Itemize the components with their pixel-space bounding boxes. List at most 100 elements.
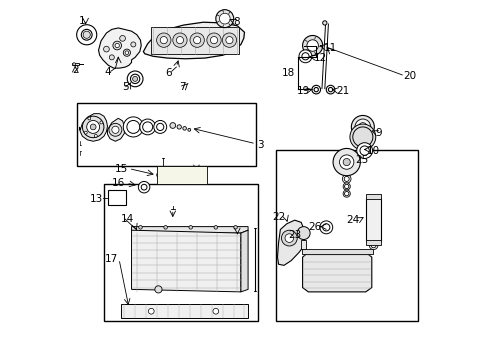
Circle shape <box>188 226 192 229</box>
Circle shape <box>132 76 137 81</box>
Circle shape <box>140 119 155 135</box>
Text: 6: 6 <box>165 68 171 78</box>
Circle shape <box>156 123 163 131</box>
Circle shape <box>344 192 348 196</box>
Circle shape <box>110 194 117 201</box>
Bar <box>156 166 206 184</box>
Circle shape <box>126 121 140 134</box>
Circle shape <box>192 178 196 182</box>
Circle shape <box>212 309 218 314</box>
Bar <box>301 249 372 253</box>
Circle shape <box>190 33 204 47</box>
Polygon shape <box>131 230 241 292</box>
Circle shape <box>165 172 171 177</box>
Circle shape <box>297 226 309 239</box>
Circle shape <box>90 124 96 130</box>
Circle shape <box>86 121 100 134</box>
Text: 11: 11 <box>324 43 337 53</box>
Circle shape <box>148 309 154 314</box>
Circle shape <box>285 234 293 242</box>
Bar <box>108 190 126 205</box>
Circle shape <box>343 158 349 166</box>
Bar <box>301 239 305 249</box>
Circle shape <box>222 33 236 47</box>
Circle shape <box>131 42 136 47</box>
Text: 20: 20 <box>403 71 416 81</box>
Bar <box>118 196 124 199</box>
Polygon shape <box>72 63 79 65</box>
Polygon shape <box>107 118 124 141</box>
Circle shape <box>123 117 143 137</box>
Circle shape <box>139 226 142 229</box>
Circle shape <box>214 226 217 229</box>
Polygon shape <box>241 230 247 292</box>
Circle shape <box>328 87 332 92</box>
Circle shape <box>356 143 372 158</box>
Circle shape <box>343 190 349 197</box>
Text: 8: 8 <box>233 17 239 27</box>
Circle shape <box>206 33 221 47</box>
Circle shape <box>177 125 181 129</box>
Circle shape <box>325 85 334 94</box>
Polygon shape <box>302 252 371 292</box>
Circle shape <box>332 148 360 176</box>
Text: 26: 26 <box>308 222 321 232</box>
Text: 17: 17 <box>105 254 118 264</box>
Polygon shape <box>277 220 304 265</box>
Circle shape <box>225 37 233 44</box>
Circle shape <box>233 226 237 229</box>
Circle shape <box>359 146 368 155</box>
Circle shape <box>301 247 305 251</box>
Circle shape <box>339 155 353 169</box>
Bar <box>365 240 381 244</box>
Bar <box>121 305 247 318</box>
Circle shape <box>368 241 377 249</box>
Circle shape <box>112 126 119 134</box>
Circle shape <box>301 53 308 60</box>
Circle shape <box>370 243 375 248</box>
Circle shape <box>125 51 128 54</box>
Text: 9: 9 <box>375 129 382 138</box>
Circle shape <box>306 40 318 51</box>
Text: 7: 7 <box>178 82 185 92</box>
Circle shape <box>141 184 147 190</box>
Text: 16: 16 <box>112 178 125 188</box>
Circle shape <box>187 129 190 131</box>
Circle shape <box>160 37 167 44</box>
Text: 24: 24 <box>346 215 359 225</box>
Circle shape <box>84 131 87 134</box>
Text: 25: 25 <box>354 155 367 165</box>
Circle shape <box>109 55 114 60</box>
Bar <box>77 103 255 166</box>
Circle shape <box>123 49 130 56</box>
Circle shape <box>127 71 142 87</box>
Polygon shape <box>99 28 141 68</box>
Circle shape <box>155 286 162 293</box>
Circle shape <box>311 85 320 94</box>
Bar <box>365 194 381 199</box>
Circle shape <box>77 25 97 45</box>
Text: 10: 10 <box>366 145 379 156</box>
Circle shape <box>130 74 140 84</box>
Circle shape <box>354 119 370 135</box>
Text: 15: 15 <box>115 164 128 174</box>
Circle shape <box>100 121 102 124</box>
Circle shape <box>83 31 90 39</box>
Circle shape <box>302 36 322 55</box>
Circle shape <box>344 184 348 189</box>
Text: 4: 4 <box>104 67 110 77</box>
Circle shape <box>169 123 175 129</box>
Circle shape <box>201 172 205 177</box>
Circle shape <box>163 226 167 229</box>
Circle shape <box>344 176 348 181</box>
Text: 19: 19 <box>296 86 309 96</box>
Circle shape <box>352 127 372 147</box>
Text: 12: 12 <box>313 53 326 63</box>
Circle shape <box>109 123 122 136</box>
Circle shape <box>358 123 366 131</box>
Circle shape <box>319 221 332 234</box>
Bar <box>104 184 258 320</box>
Circle shape <box>156 33 171 47</box>
Circle shape <box>215 10 233 28</box>
Circle shape <box>142 122 152 132</box>
